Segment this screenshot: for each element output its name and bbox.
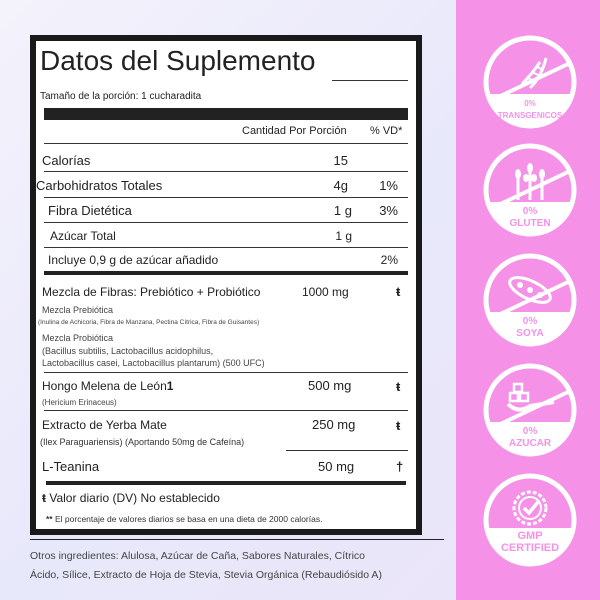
- divider-thick: [44, 271, 408, 275]
- badge-azucar: 0% AZUCAR: [482, 362, 578, 458]
- badge-text: 0% GLUTEN: [509, 206, 551, 229]
- row-amount: 15: [333, 153, 348, 168]
- row-dv: 1%: [379, 178, 398, 193]
- divider: [44, 372, 408, 373]
- hongo-name: Hongo Melena de León1: [42, 379, 173, 393]
- dv-mark: †: [396, 459, 404, 474]
- hongo-detail: (Hericium Erinaceus): [42, 398, 117, 407]
- col-amount: Cantidad Por Porción: [242, 125, 347, 137]
- footnote-text: El porcentaje de valores diarios se basa…: [55, 514, 323, 524]
- blend-name: Mezcla de Fibras: Prebiótico + Probiótic…: [42, 285, 261, 299]
- footnote-mark: **: [46, 514, 53, 524]
- divider: [44, 247, 408, 248]
- row-name: Azúcar Total: [50, 229, 116, 243]
- divider: [44, 197, 408, 198]
- badge-soya: 0% SOYA: [482, 252, 578, 348]
- teanina-amount: 50 mg: [318, 459, 355, 474]
- footnote-dv: ŧ Valor diario (DV) No establecido: [42, 491, 220, 505]
- prebiotic-detail: (Inulina de Achicoria, Fibra de Manzana,…: [38, 319, 260, 326]
- yerba-name: Extracto de Yerba Mate: [42, 418, 167, 432]
- footnote-text: Valor diario (DV) No establecido: [49, 491, 220, 505]
- supplement-facts-label: Datos del Suplemento Tamaño de la porció…: [30, 35, 422, 535]
- yerba-amount: 250 mg: [312, 417, 356, 432]
- prebiotic-title: Mezcla Prebiótica: [42, 305, 114, 315]
- row-dv: 3%: [379, 203, 398, 218]
- badge-transgenicos: 0% TRANSGENICOS: [482, 34, 578, 130]
- divider-thick: [46, 481, 406, 485]
- divider-thick: [44, 108, 408, 120]
- row-amount: 4g: [333, 178, 348, 193]
- badge-text: GMP CERTIFIED: [500, 530, 560, 554]
- row-amount: 1 g: [335, 229, 352, 243]
- dna-icon: [483, 35, 577, 129]
- col-dv: % VD*: [370, 125, 403, 137]
- badge-certified: GMP CERTIFIED: [482, 472, 578, 568]
- footnote-mark: 1: [166, 379, 174, 393]
- dv-mark: ŧ: [42, 491, 46, 505]
- badge-text: 0% AZUCAR: [508, 426, 552, 449]
- row-name: Carbohidratos Totales: [36, 178, 163, 193]
- dv-mark: ŧ: [396, 284, 401, 299]
- wheat-icon: [483, 143, 577, 237]
- footnote-calories: ** El porcentaje de valores diarios se b…: [46, 514, 322, 524]
- divider: [44, 222, 408, 223]
- row-name: Incluye 0,9 g de azúcar añadido: [48, 253, 219, 267]
- hongo-name-text: Hongo Melena de León: [42, 379, 167, 393]
- row-dv: 2%: [380, 253, 398, 267]
- yerba-detail: (Ilex Paraguariensis) (Aportando 50mg de…: [40, 437, 245, 447]
- other-ingredients: Ácido, Sílice, Extracto de Hoja de Stevi…: [30, 569, 382, 581]
- hongo-amount: 500 mg: [308, 378, 352, 393]
- badges-panel: 0% TRANSGENICOS 0% GLUTEN 0% SOYA 0% AZUCAR GMP C…: [456, 0, 600, 600]
- divider: [44, 410, 408, 411]
- badge-text: 0% TRANSGENICOS: [497, 99, 563, 120]
- divider: [286, 450, 408, 451]
- row-name: Calorías: [42, 153, 91, 168]
- other-ingredients: Otros ingredientes: Alulosa, Azúcar de C…: [30, 550, 366, 562]
- probiotic-detail: (Bacillus subtilis, Lactobacillus acidop…: [42, 346, 214, 356]
- blend-amount: 1000 mg: [302, 285, 349, 299]
- row-name: Fibra Dietética: [48, 203, 132, 218]
- teanina-name: L-Teanina: [42, 459, 100, 474]
- row-amount: 1 g: [333, 203, 352, 218]
- title-underline: [332, 80, 408, 81]
- divider: [30, 539, 444, 540]
- badge-gluten: 0% GLUTEN: [482, 142, 578, 238]
- sugar-spoon-icon: [483, 363, 577, 457]
- badge-text: 0% SOYA: [516, 316, 544, 339]
- dv-mark: ŧ: [396, 418, 401, 433]
- soybean-icon: [483, 253, 577, 347]
- divider: [44, 171, 408, 172]
- label-title: Datos del Suplemento: [40, 45, 316, 76]
- probiotic-title: Mezcla Probiótica: [42, 333, 114, 343]
- divider: [44, 143, 408, 144]
- dv-mark: ŧ: [396, 379, 401, 394]
- serving-size: Tamaño de la porción: 1 cucharadita: [40, 91, 202, 102]
- check-seal-icon: [483, 473, 577, 567]
- probiotic-detail: Lactobacillus casei, Lactobacillus plant…: [42, 358, 265, 368]
